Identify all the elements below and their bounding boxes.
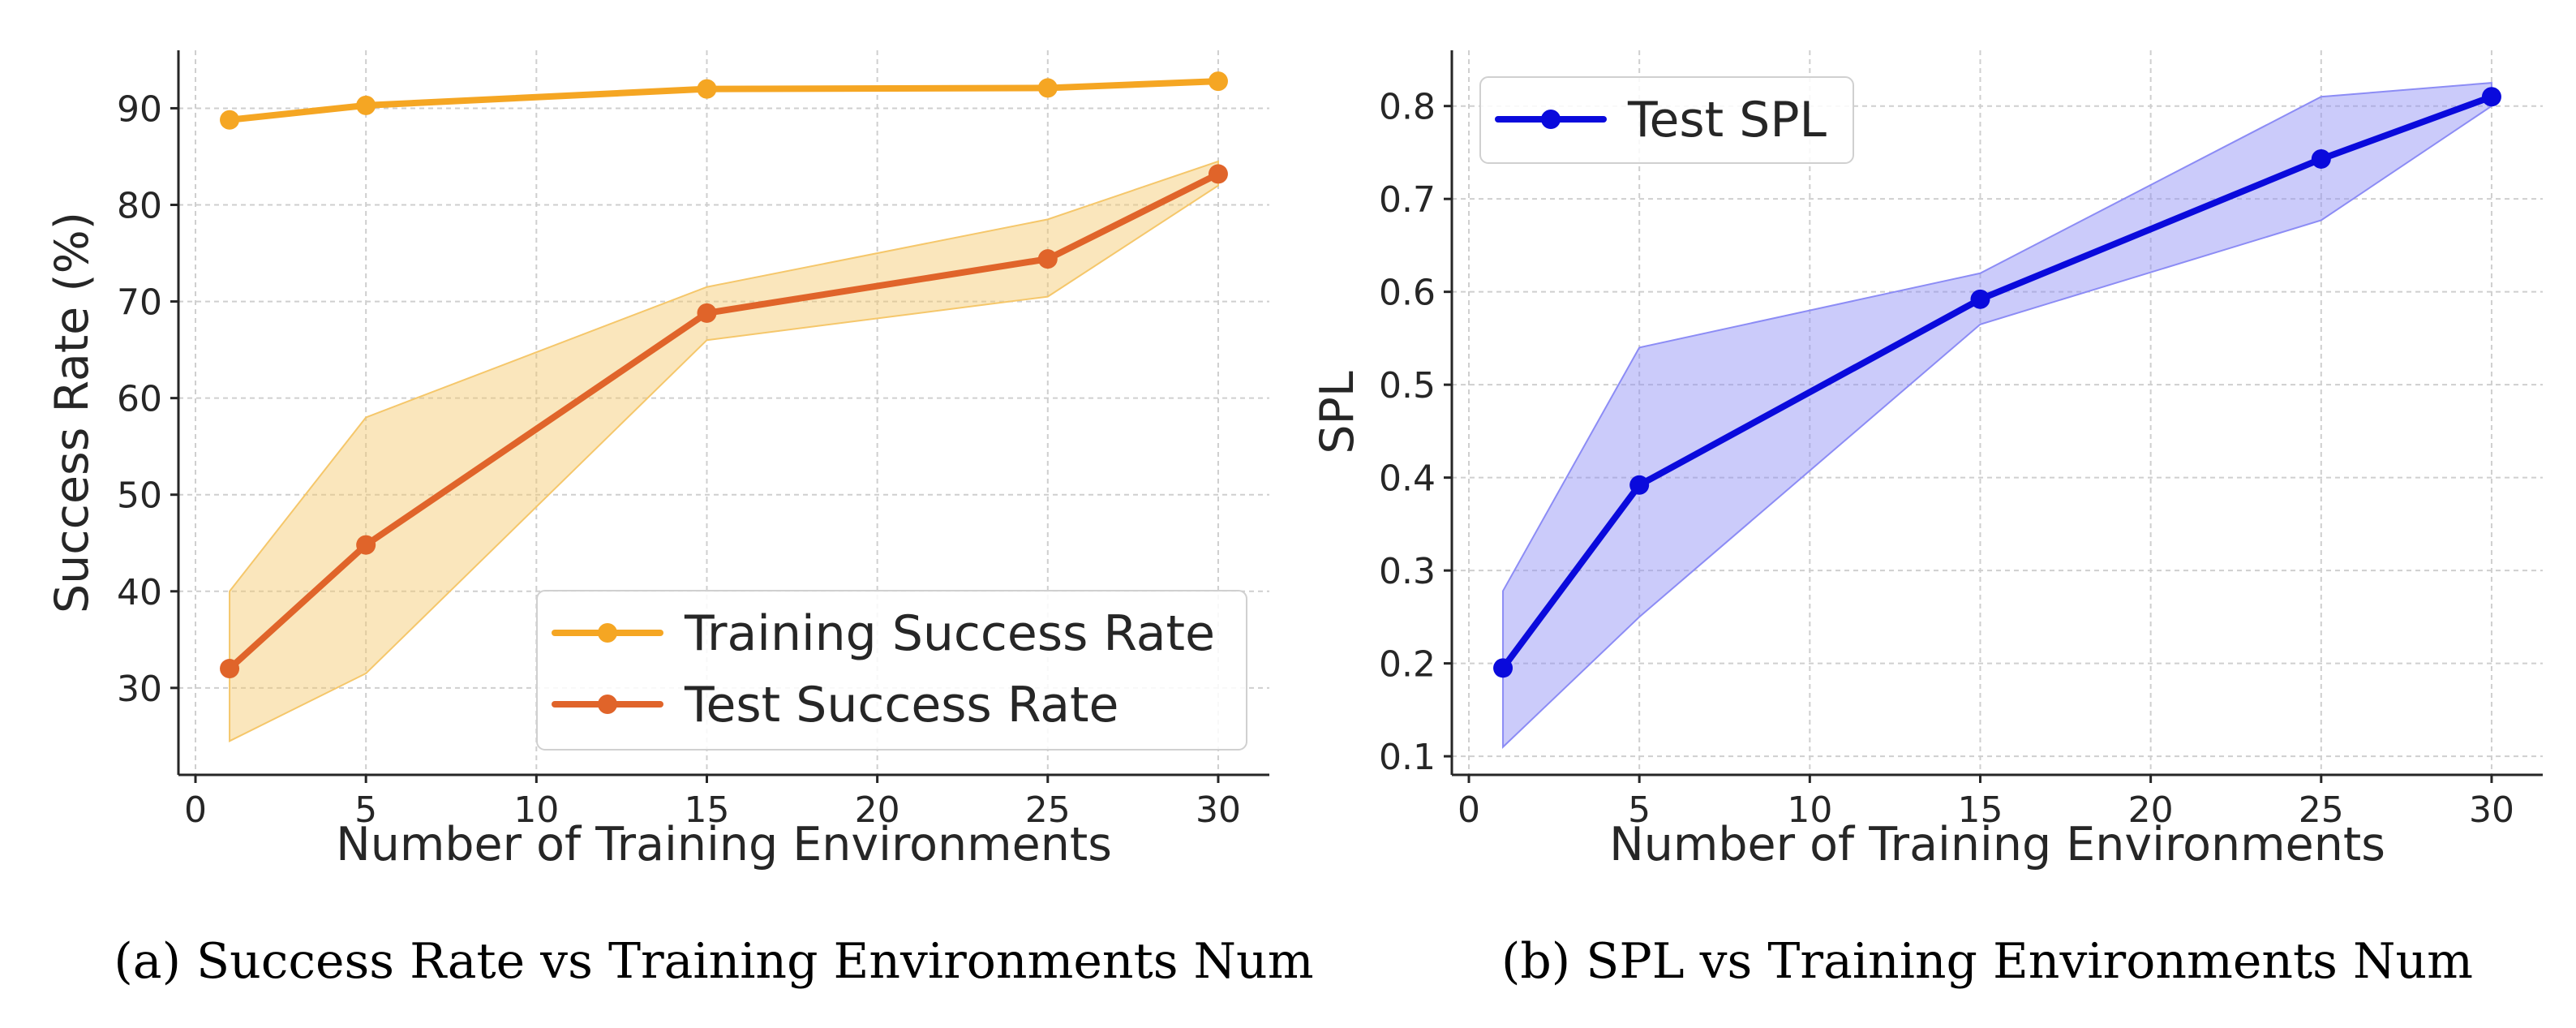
data-point xyxy=(697,79,717,99)
x-tick-label: 20 xyxy=(2128,789,2174,831)
x-tick-label: 15 xyxy=(1957,789,2003,831)
x-tick-label: 10 xyxy=(513,789,559,831)
legend-swatch-marker xyxy=(1541,110,1561,129)
y-tick-label: 0.4 xyxy=(1379,458,1436,500)
x-tick-label: 20 xyxy=(855,789,900,831)
y-tick-label: 30 xyxy=(117,669,162,710)
y-tick-label: 80 xyxy=(117,186,162,227)
data-point xyxy=(1037,78,1058,98)
y-tick-label: 0.3 xyxy=(1379,551,1436,592)
y-tick-label: 0.8 xyxy=(1379,87,1436,128)
legend-box xyxy=(1479,76,1854,164)
legend-label: Test Success Rate xyxy=(684,677,1118,733)
y-tick-label: 70 xyxy=(117,282,162,324)
data-point xyxy=(1037,249,1058,269)
y-tick-label: 0.2 xyxy=(1379,644,1436,686)
y-tick-label: 50 xyxy=(117,475,162,517)
x-axis-title: Number of Training Environments xyxy=(336,818,1112,871)
confidence-band-1 xyxy=(229,160,1219,742)
x-tick-label: 5 xyxy=(354,789,377,831)
x-axis-title: Number of Training Environments xyxy=(1609,818,2385,871)
legend-swatch-marker xyxy=(598,623,617,643)
y-axis-title: SPL xyxy=(1311,371,1364,454)
data-point xyxy=(2481,87,2501,107)
series-line-0 xyxy=(226,78,1221,123)
data-point xyxy=(1493,658,1513,678)
legend: Training Success Rate Test Success Rate xyxy=(536,590,1247,751)
grid xyxy=(1452,50,2543,775)
data-point xyxy=(356,535,376,555)
y-tick-label: 0.1 xyxy=(1379,737,1436,778)
y-tick-label: 90 xyxy=(117,88,162,130)
x-tick-label: 10 xyxy=(1787,789,1832,831)
y-tick-label: 40 xyxy=(117,572,162,613)
data-point xyxy=(1208,164,1228,184)
y-axis-title: Success Rate (%) xyxy=(45,212,99,613)
y-tick-label: 0.5 xyxy=(1379,365,1436,406)
x-tick-label: 30 xyxy=(2469,789,2514,831)
legend: Test SPL xyxy=(1479,76,1854,164)
legend-label: Training Success Rate xyxy=(684,605,1215,662)
x-tick-label: 30 xyxy=(1196,789,1241,831)
x-tick-label: 25 xyxy=(1025,789,1071,831)
legend-swatch-marker xyxy=(598,695,617,714)
data-point xyxy=(356,95,376,115)
data-point xyxy=(220,659,240,679)
panel-b-spl: 0 5 10 15 20 25 30 0.1 0.2 0.3 0.4 0.5 0.6 0.7 0.8 Numb… xyxy=(1311,50,2543,990)
confidence-band-0 xyxy=(1502,81,2492,749)
panel-a-success-rate: 0 5 10 15 20 25 30 30 40 50 60 70 80 90 Number of Trai… xyxy=(45,50,1314,990)
panel-caption: (a) Success Rate vs Training Environment… xyxy=(114,933,1313,990)
data-point xyxy=(1208,71,1228,92)
y-tick-label: 0.6 xyxy=(1379,273,1436,314)
data-point xyxy=(1970,289,1990,309)
x-tick-label: 0 xyxy=(1458,789,1480,831)
data-point xyxy=(2311,148,2331,169)
x-tick-label: 15 xyxy=(684,789,729,831)
legend-box xyxy=(536,590,1247,751)
y-tick-label: 0.7 xyxy=(1379,179,1436,221)
y-tick-label: 60 xyxy=(117,379,162,420)
x-tick-label: 0 xyxy=(184,789,207,831)
legend-label: Test SPL xyxy=(1627,92,1827,148)
data-point xyxy=(697,303,717,323)
data-point xyxy=(220,110,240,130)
x-tick-label: 5 xyxy=(1628,789,1651,831)
panel-caption: (b) SPL vs Training Environments Num xyxy=(1501,933,2473,990)
x-tick-label: 25 xyxy=(2299,789,2344,831)
data-point xyxy=(1629,475,1650,495)
